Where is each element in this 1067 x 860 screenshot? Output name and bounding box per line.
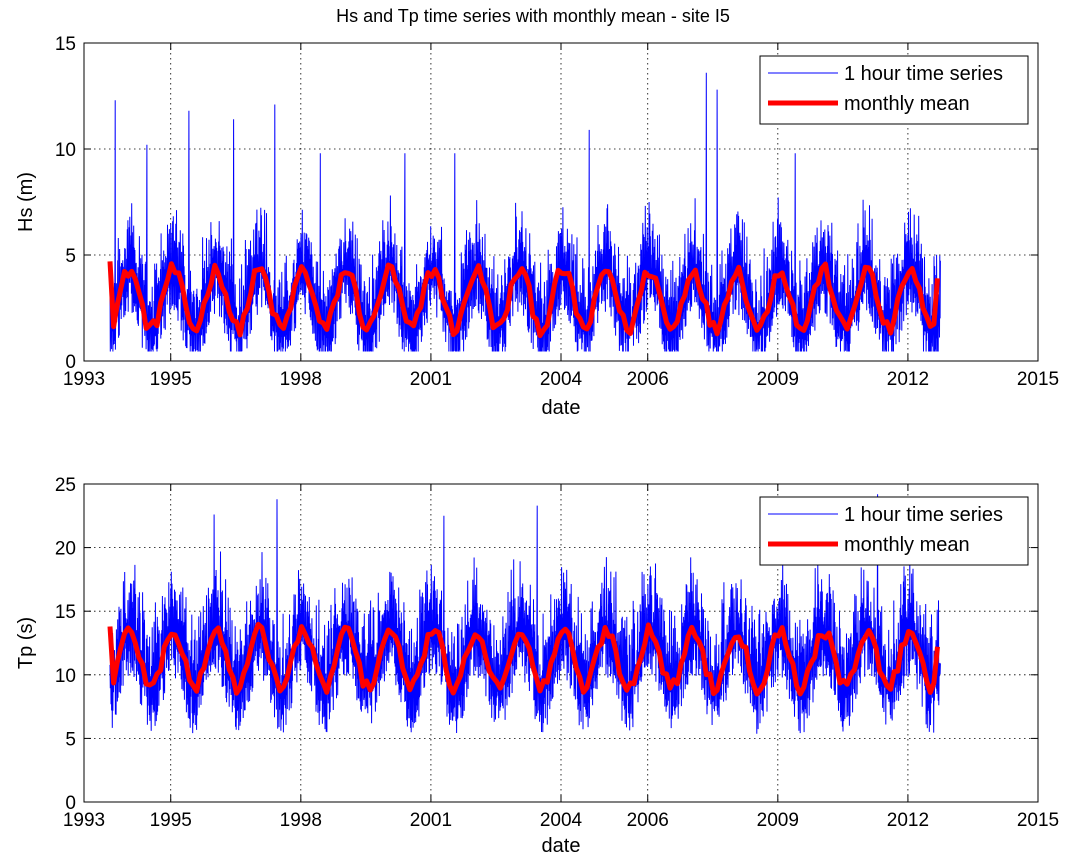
tp-legend-box [759,496,1029,566]
tp-axis-ticks: 1993 1995 1998 2001 2004 2006 2009 2012 20150510… [55,475,1059,831]
tp-legend-hourly-label: 1 hour time series [844,504,1003,526]
hs-x-tick-label: 1998 [280,369,322,390]
hs-y-axis-label: Hs (m) [15,172,37,232]
hs-x-tick-label: 1995 [150,369,192,390]
figure-title: Hs and Tp time series with monthly mean … [336,6,730,26]
tp-legend-mean-label: monthly mean [844,534,970,556]
tp-y-tick-label: 0 [65,793,76,814]
tp-y-axis-label: Tp (s) [15,617,37,669]
tp-plot-panel: 1993 1995 1998 2001 2004 2006 2009 2012 20150510… [15,475,1059,857]
hs-x-axis-label: date [542,397,581,419]
tp-y-tick-label: 20 [55,539,76,560]
hs-y-tick-label: 5 [65,246,76,267]
hs-x-tick-label: 2015 [1017,369,1059,390]
hs-x-tick-label: 2004 [540,369,583,390]
hs-monthly-mean-line [107,261,940,339]
tp-legend: 1 hour time series monthly mean [759,496,1029,566]
tp-y-tick-label: 15 [55,602,76,623]
hs-legend-hourly-label: 1 hour time series [844,63,1003,85]
tp-x-tick-label: 2009 [757,810,799,831]
tp-x-tick-label: 2004 [540,810,583,831]
hs-legend-mean-label: monthly mean [844,93,970,115]
tp-x-tick-label: 1995 [150,810,192,831]
tp-x-axis-label: date [542,835,581,857]
hs-x-tick-label: 2001 [410,369,452,390]
hs-x-tick-label: 2006 [627,369,669,390]
tp-x-tick-label: 1993 [63,810,105,831]
tp-y-tick-label: 10 [55,666,76,687]
tp-monthly-mean-line [107,621,940,697]
tp-x-tick-label: 2006 [627,810,669,831]
hs-x-tick-label: 1993 [63,369,105,390]
hs-x-tick-label: 2009 [757,369,799,390]
hs-y-tick-label: 15 [55,34,76,55]
tp-x-tick-label: 2001 [410,810,452,831]
hs-legend-box [759,55,1029,125]
tp-x-tick-label: 2012 [887,810,929,831]
hs-plot-panel: 1993 1995 1998 2001 2004 2006 2009 2012 2015 0 5 10… [15,34,1059,419]
tp-data-series [107,494,941,734]
hs-y-tick-label: 10 [55,140,76,161]
hs-legend: 1 hour time series monthly mean [759,55,1029,125]
hs-axis-ticks: 1993 1995 1998 2001 2004 2006 2009 2012 2015 0 5 10… [55,34,1059,390]
tp-x-tick-label: 1998 [280,810,322,831]
tp-y-tick-label: 5 [65,729,76,750]
hs-data-series [107,72,941,352]
hs-y-tick-label: 0 [65,352,76,373]
tp-y-tick-label: 25 [55,475,76,496]
tp-x-tick-label: 2015 [1017,810,1059,831]
hs-x-tick-label: 2012 [887,369,929,390]
